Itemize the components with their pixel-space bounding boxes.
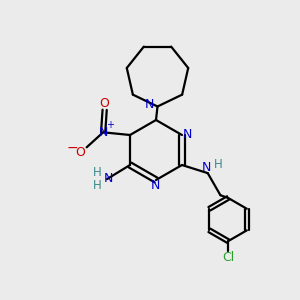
Text: H: H (214, 158, 223, 171)
Text: O: O (75, 146, 85, 159)
Text: N: N (144, 98, 154, 112)
Text: O: O (100, 97, 110, 110)
Text: N: N (183, 128, 192, 142)
Text: +: + (106, 120, 114, 130)
Text: H: H (93, 179, 102, 192)
Text: N: N (104, 172, 113, 185)
Text: −: − (66, 141, 78, 155)
Text: N: N (202, 161, 211, 174)
Text: Cl: Cl (222, 251, 234, 264)
Text: N: N (151, 179, 160, 192)
Text: H: H (93, 166, 102, 179)
Text: N: N (98, 126, 108, 139)
